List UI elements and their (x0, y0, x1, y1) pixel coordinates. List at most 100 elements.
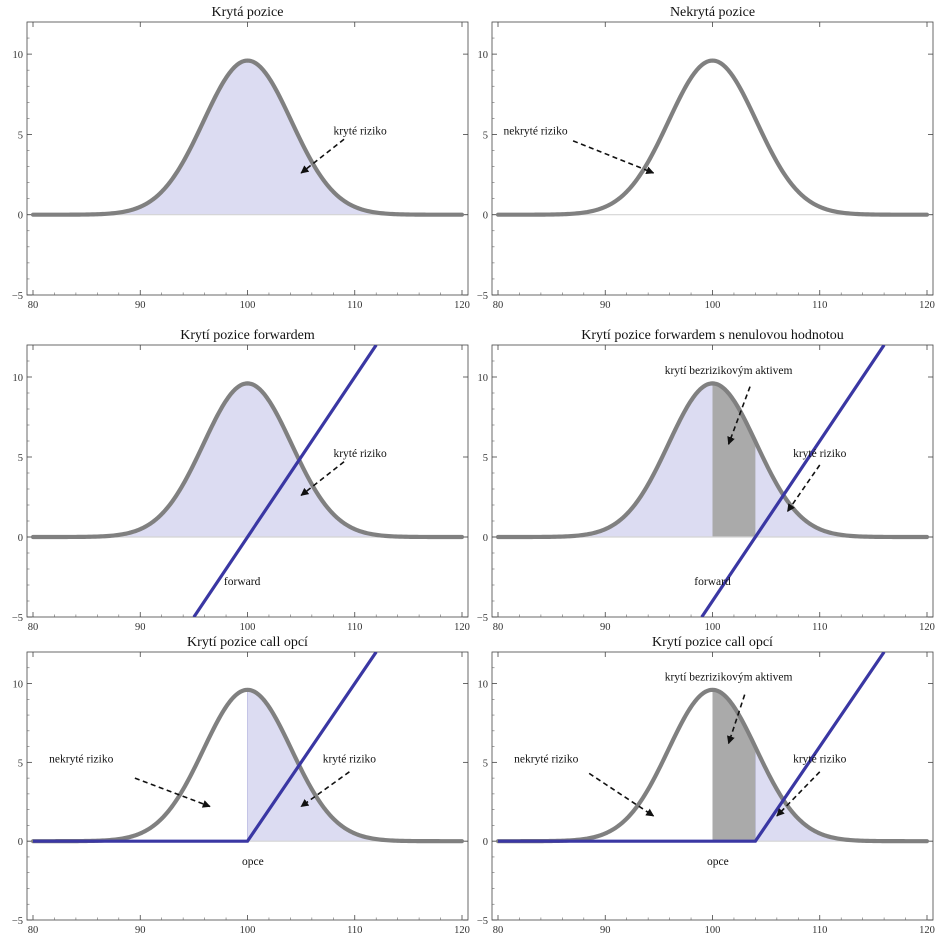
x-tick-label: 100 (240, 622, 256, 633)
covered-area (755, 747, 927, 842)
y-tick-label: 5 (18, 758, 23, 769)
x-tick-label: 80 (28, 622, 39, 633)
panel-1: 80 90 100 110 120 −5 0 5 10 kryté riziko Krytá poz… (12, 5, 470, 311)
density-curve (495, 381, 930, 540)
annotation-label: kryté riziko (793, 753, 847, 765)
x-tick-label: 100 (240, 925, 256, 936)
y-tick-label: 5 (483, 453, 488, 464)
annotation-arrow (588, 772, 655, 817)
y-tick-label: 10 (478, 680, 489, 691)
hedge-line-label: forward (224, 576, 261, 588)
hedge-line (498, 652, 886, 843)
x-tick-label: 120 (454, 300, 470, 311)
panel-title: Krytá pozice (212, 5, 284, 20)
risk-free-band (712, 383, 756, 537)
annotation-label: nekryté riziko (503, 125, 567, 137)
panel-5: 80 90 100 110 120 −5 0 5 10 opce nekryté riziko kry… (12, 635, 470, 936)
x-tick-label: 120 (919, 925, 935, 936)
x-tick-label: 110 (812, 622, 827, 633)
x-tick-label: 120 (919, 622, 935, 633)
hedge-line-label: opce (242, 856, 264, 868)
x-tick-label: 110 (812, 925, 827, 936)
hedge-line-label: opce (707, 856, 729, 868)
annotation-arrow (300, 771, 350, 808)
y-tick-label: 0 (18, 533, 23, 544)
x-tick-label: 100 (705, 622, 721, 633)
annotation-arrow (300, 138, 345, 174)
density-curve (495, 58, 930, 217)
annotation-label: nekryté riziko (514, 753, 578, 765)
x-tick-label: 90 (600, 622, 611, 633)
hedge-line (192, 345, 378, 617)
covered-area (33, 60, 462, 215)
annotation-label: kryté riziko (793, 448, 847, 460)
y-tick-label: 0 (18, 211, 23, 222)
annotation-arrow (134, 777, 211, 808)
y-tick-label: 0 (483, 837, 488, 848)
x-tick-label: 90 (135, 925, 146, 936)
x-tick-label: 100 (240, 300, 256, 311)
panel-title: Krytí pozice forwardem s nenulovou hodno… (581, 328, 843, 343)
covered-area (33, 383, 462, 537)
y-tick-label: 0 (483, 211, 488, 222)
annotation-label: kryté riziko (323, 753, 377, 765)
y-tick-label: 0 (18, 837, 23, 848)
y-tick-label: −5 (477, 613, 488, 624)
x-tick-label: 80 (28, 300, 39, 311)
annotation-label: krytí bezrizikovým aktivem (665, 365, 793, 377)
x-tick-label: 110 (812, 300, 827, 311)
density-curve (30, 58, 465, 217)
hedge-line (33, 652, 378, 843)
annotation-label: kryté riziko (333, 448, 387, 460)
y-tick-label: −5 (12, 613, 23, 624)
y-tick-label: 10 (13, 50, 24, 61)
y-tick-label: −5 (12, 916, 23, 927)
y-tick-label: −5 (477, 916, 488, 927)
x-tick-label: 90 (135, 300, 146, 311)
x-tick-label: 80 (493, 925, 504, 936)
panel-title: Krytí pozice call opcí (187, 635, 308, 650)
y-tick-label: 10 (478, 373, 489, 384)
annotation-arrow (727, 694, 746, 745)
density-curve (30, 381, 465, 540)
y-tick-label: −5 (12, 291, 23, 302)
x-tick-label: 120 (919, 300, 935, 311)
annotation-label: krytí bezrizikovým aktivem (665, 671, 793, 683)
annotation-arrow (727, 386, 751, 445)
x-tick-label: 120 (454, 925, 470, 936)
y-tick-label: 5 (18, 130, 23, 141)
x-tick-label: 90 (600, 300, 611, 311)
y-tick-label: −5 (477, 291, 488, 302)
panel-4: 80 90 100 110 120 −5 0 5 10 forward krytí bezrizik… (477, 328, 935, 633)
x-tick-label: 120 (454, 622, 470, 633)
hedge-line (700, 345, 886, 617)
x-tick-label: 80 (28, 925, 39, 936)
annotation-arrow (776, 771, 821, 817)
y-tick-label: 10 (478, 50, 489, 61)
y-tick-label: 0 (483, 533, 488, 544)
risk-free-band (712, 689, 756, 842)
x-tick-label: 110 (347, 622, 362, 633)
hedge-line-label: forward (694, 576, 731, 588)
panel-title: Nekrytá pozice (670, 5, 755, 20)
panel-title: Krytí pozice call opcí (652, 635, 773, 650)
y-tick-label: 10 (13, 680, 24, 691)
panel-title: Krytí pozice forwardem (180, 328, 315, 343)
x-tick-label: 90 (600, 925, 611, 936)
x-tick-label: 100 (705, 300, 721, 311)
annotation-label: nekryté riziko (49, 753, 113, 765)
y-tick-label: 5 (483, 130, 488, 141)
x-tick-label: 110 (347, 925, 362, 936)
annotation-arrow (572, 140, 655, 174)
x-tick-label: 80 (493, 622, 504, 633)
panel-6: 80 90 100 110 120 −5 0 5 10 opce krytí bezrizikový… (477, 635, 935, 936)
y-tick-label: 10 (13, 373, 24, 384)
covered-area (247, 689, 462, 842)
panel-3: 80 90 100 110 120 −5 0 5 10 forward kryté riziko Kr… (12, 328, 470, 633)
annotation-arrow (300, 461, 345, 497)
y-tick-label: 5 (18, 453, 23, 464)
annotation-label: kryté riziko (333, 125, 387, 137)
x-tick-label: 90 (135, 622, 146, 633)
y-tick-label: 5 (483, 758, 488, 769)
